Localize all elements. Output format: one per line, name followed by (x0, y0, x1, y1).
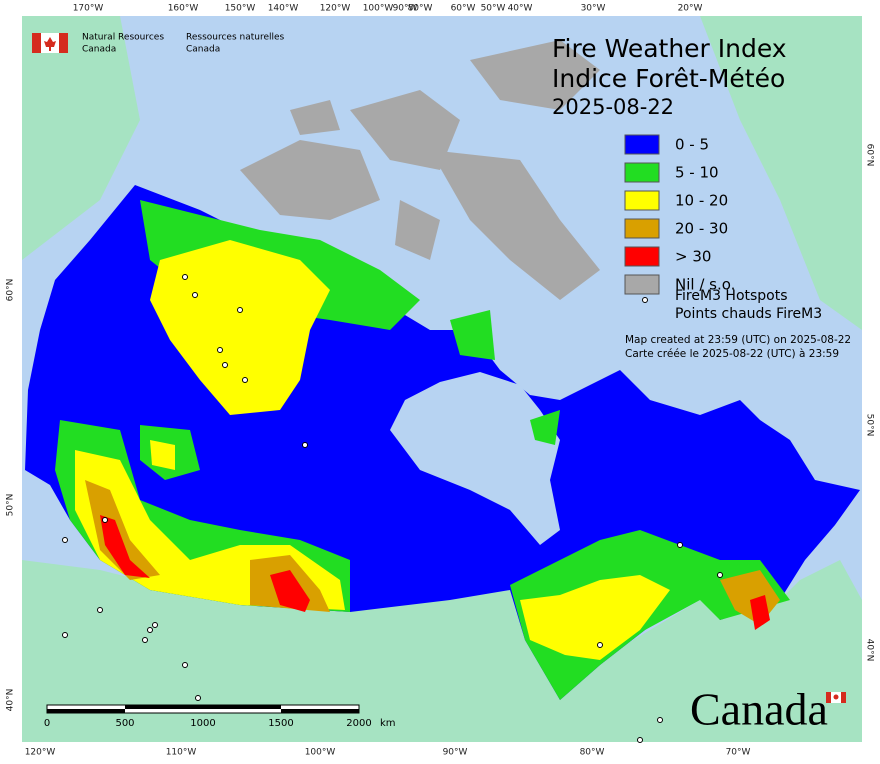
greenland (700, 16, 862, 330)
hotspot-legend: FireM3 Hotspots (675, 288, 788, 304)
legend-label: 0 - 5 (675, 136, 709, 154)
scale-label: 2000 (346, 718, 371, 729)
top-lon-label: 30°W (581, 4, 606, 14)
top-lon-label: 120°W (320, 4, 351, 14)
bottom-lon-label: 70°W (726, 748, 751, 758)
legend-swatch (624, 274, 660, 295)
top-lon-label: 140°W (268, 4, 299, 14)
top-lon-label: 80°W (408, 4, 433, 14)
legend-swatch (624, 190, 660, 211)
top-lon-label: 160°W (168, 4, 199, 14)
fwi-gt-30 (750, 595, 770, 630)
note: Carte créée le 2025-08-22 (UTC) à 23:59 (625, 348, 839, 360)
alaska (22, 16, 140, 260)
left-lat-label: 40°N (6, 689, 16, 712)
org-fr: Ressources naturelles (186, 33, 285, 43)
usa (22, 560, 862, 742)
arctic-islands (240, 40, 600, 300)
bottom-lon-label: 80°W (580, 748, 605, 758)
left-lat-label: 60°N (6, 279, 16, 302)
top-lon-label: 40°W (508, 4, 533, 14)
top-lon-label: 20°W (678, 4, 703, 14)
wordmark: Canada (690, 684, 828, 735)
top-lon-label: 60°W (451, 4, 476, 14)
legend-label: 5 - 10 (675, 164, 719, 182)
hudson-bay (390, 372, 560, 545)
right-lat-label: 60°N (865, 144, 875, 167)
fwi-10-20 (150, 440, 175, 470)
right-lat-label: 50°N (865, 414, 875, 437)
legend-swatch (624, 162, 660, 183)
bottom-lon-label: 90°W (443, 748, 468, 758)
fwi-10-20 (150, 240, 330, 415)
org-en: Canada (82, 45, 116, 55)
scale-label: 1500 (268, 718, 293, 729)
right-lat-label: 40°N (865, 639, 875, 662)
top-lon-label: 150°W (225, 4, 256, 14)
fip-flag (32, 33, 68, 53)
legend-label: > 30 (675, 248, 711, 266)
fwi-10-20 (520, 575, 670, 660)
legend-swatch (624, 218, 660, 239)
hotspot-legend-symbol (642, 297, 648, 303)
scale-unit: km (380, 718, 396, 729)
scale-bar (46, 704, 360, 714)
title: Fire Weather Index (552, 34, 787, 63)
legend-swatch (624, 246, 660, 267)
bottom-lon-label: 120°W (25, 748, 56, 758)
fwi-gt-30 (270, 570, 310, 612)
fwi-20-30 (85, 480, 160, 580)
hotspot-points (62, 274, 723, 743)
date: 2025-08-22 (552, 95, 674, 119)
hotspot-legend: Points chauds FireM3 (675, 306, 822, 322)
left-lat-label: 50°N (6, 494, 16, 517)
legend-label: Nil / s.o. (675, 276, 735, 294)
scale-label: 0 (44, 718, 50, 729)
legend-label: 20 - 30 (675, 220, 728, 238)
scale-label: 1000 (190, 718, 215, 729)
wordmark-flag (826, 692, 846, 703)
legend-label: 10 - 20 (675, 192, 728, 210)
top-lon-label: 50°W (481, 4, 506, 14)
fwi-5-10 (530, 410, 560, 445)
top-lon-label: 100°W (363, 4, 394, 14)
fwi-gt-30 (100, 515, 150, 578)
title: Indice Forêt-Météo (552, 64, 785, 93)
note: Map created at 23:59 (UTC) on 2025-08-22 (625, 334, 851, 346)
org-fr: Canada (186, 45, 220, 55)
org-en: Natural Resources (82, 33, 164, 43)
legend-swatch (624, 134, 660, 155)
top-lon-label: 90°W (393, 4, 418, 14)
top-lon-label: 170°W (73, 4, 104, 14)
fwi-5-10 (450, 310, 495, 360)
scale-label: 500 (115, 718, 134, 729)
bottom-lon-label: 110°W (166, 748, 197, 758)
bottom-lon-label: 100°W (305, 748, 336, 758)
